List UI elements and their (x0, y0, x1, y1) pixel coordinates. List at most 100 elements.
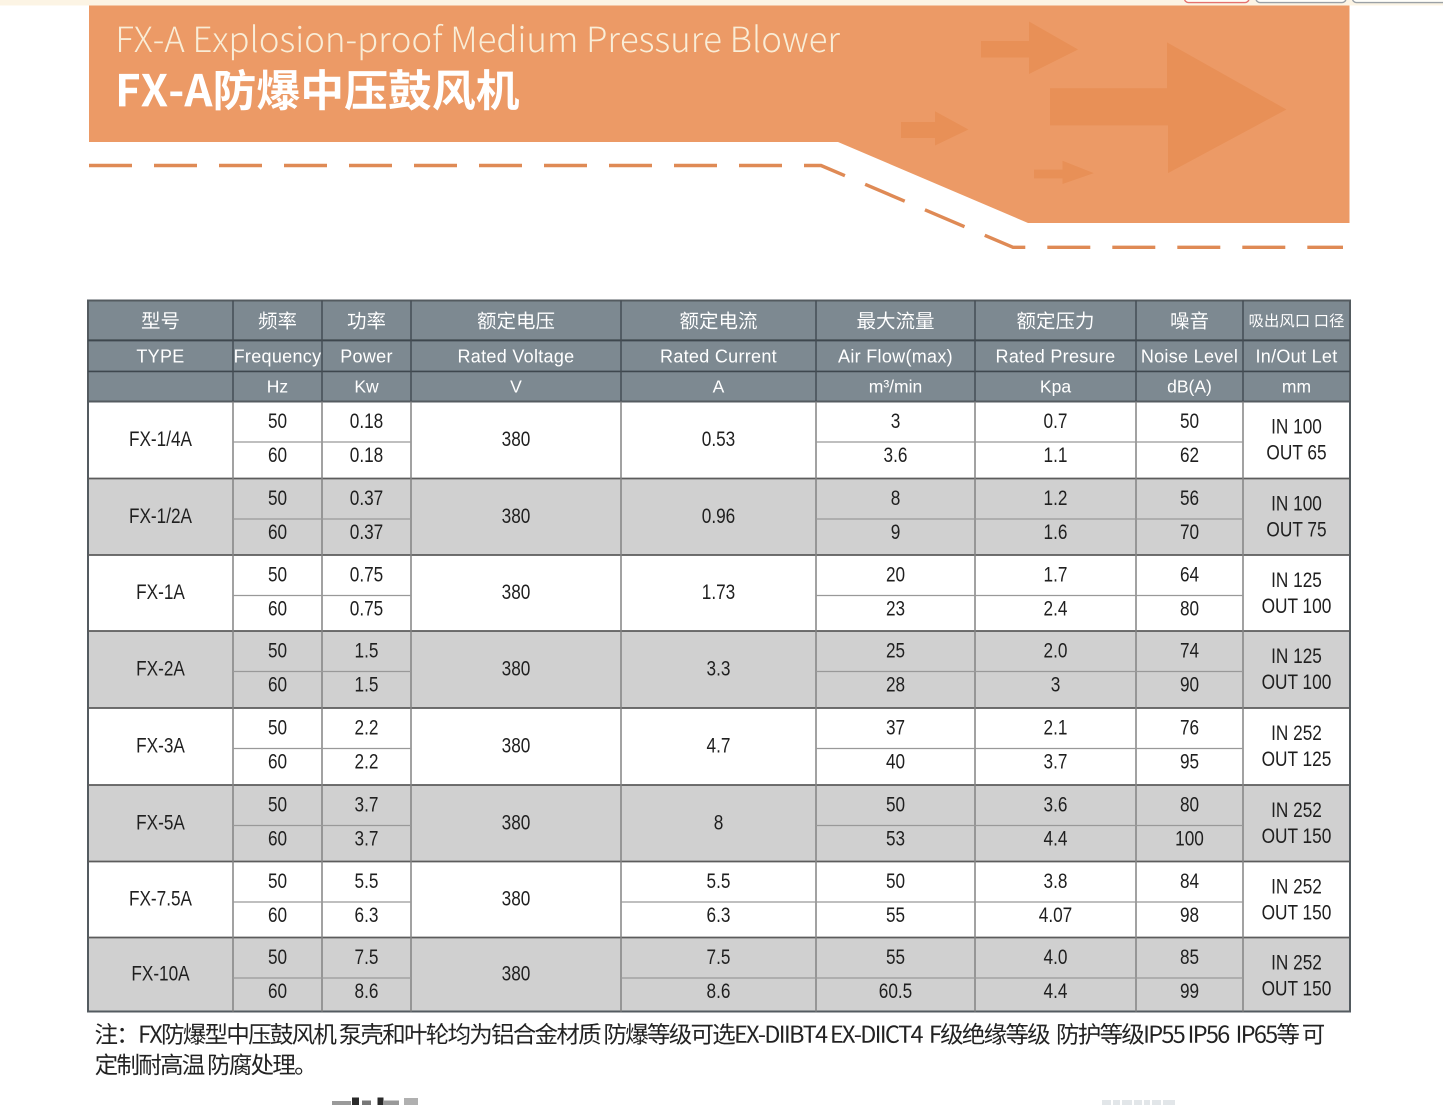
svg-text:3.7: 3.7 (355, 827, 379, 851)
svg-text:50: 50 (886, 793, 905, 817)
svg-text:70: 70 (1180, 520, 1199, 544)
svg-text:50: 50 (268, 793, 287, 817)
svg-text:3.3: 3.3 (707, 657, 731, 681)
svg-text:40: 40 (886, 750, 905, 774)
svg-text:62: 62 (1180, 443, 1199, 467)
svg-text:380: 380 (502, 427, 531, 451)
svg-text:OUT 150: OUT 150 (1262, 824, 1332, 848)
svg-text:0.7: 0.7 (1044, 409, 1068, 433)
svg-text:60: 60 (268, 597, 287, 621)
svg-text:1.1: 1.1 (1044, 443, 1068, 467)
svg-text:50: 50 (268, 869, 287, 893)
svg-text:53: 53 (886, 827, 905, 851)
svg-text:37: 37 (886, 716, 905, 740)
svg-text:6.3: 6.3 (355, 903, 379, 927)
svg-text:2.1: 2.1 (1044, 716, 1068, 740)
svg-text:380: 380 (502, 962, 531, 986)
svg-text:In/Out Let: In/Out Let (1255, 346, 1337, 366)
svg-text:76: 76 (1180, 716, 1199, 740)
svg-text:0.53: 0.53 (702, 427, 736, 451)
svg-text:8: 8 (714, 810, 724, 834)
svg-text:Frequency: Frequency (234, 346, 322, 366)
svg-text:3.8: 3.8 (1044, 869, 1068, 893)
svg-text:IN 252: IN 252 (1271, 798, 1322, 822)
svg-text:1.5: 1.5 (355, 673, 379, 697)
svg-text:Rated Voltage: Rated Voltage (458, 346, 575, 366)
svg-text:OUT 150: OUT 150 (1262, 900, 1332, 924)
svg-text:4.4: 4.4 (1044, 979, 1068, 1003)
svg-text:90: 90 (1180, 673, 1199, 697)
svg-text:IN 125: IN 125 (1271, 568, 1322, 592)
svg-text:OUT 75: OUT 75 (1266, 517, 1326, 541)
svg-text:FX-10A: FX-10A (131, 962, 190, 986)
svg-text:IN 100: IN 100 (1271, 414, 1322, 438)
svg-text:4.07: 4.07 (1039, 903, 1073, 927)
svg-text:OUT 125: OUT 125 (1262, 747, 1332, 771)
svg-text:80: 80 (1180, 793, 1199, 817)
svg-text:74: 74 (1180, 639, 1199, 663)
svg-text:TYPE: TYPE (136, 346, 184, 366)
svg-text:50: 50 (268, 486, 287, 510)
svg-text:0.37: 0.37 (350, 520, 384, 544)
svg-text:dB(A): dB(A) (1167, 377, 1212, 397)
svg-text:4.4: 4.4 (1044, 827, 1068, 851)
svg-text:0.18: 0.18 (350, 443, 384, 467)
svg-text:7.5: 7.5 (707, 945, 731, 969)
svg-text:6.3: 6.3 (707, 903, 731, 927)
svg-text:3.6: 3.6 (1044, 793, 1068, 817)
svg-text:50: 50 (268, 716, 287, 740)
svg-text:60: 60 (268, 750, 287, 774)
svg-text:60: 60 (268, 520, 287, 544)
svg-text:Kw: Kw (354, 377, 379, 397)
svg-text:1.7: 1.7 (1044, 563, 1068, 587)
svg-text:1.2: 1.2 (1044, 486, 1068, 510)
svg-text:2.2: 2.2 (355, 750, 379, 774)
svg-text:mm: mm (1282, 377, 1311, 397)
svg-text:FX-2A: FX-2A (136, 657, 185, 681)
svg-text:3: 3 (891, 409, 901, 433)
svg-text:Power: Power (340, 346, 393, 366)
svg-text:0.75: 0.75 (350, 563, 384, 587)
svg-text:0.75: 0.75 (350, 597, 384, 621)
svg-text:380: 380 (502, 734, 531, 758)
svg-text:V: V (510, 377, 522, 397)
svg-text:380: 380 (502, 887, 531, 911)
svg-text:80: 80 (1180, 597, 1199, 621)
svg-text:1.5: 1.5 (355, 639, 379, 663)
svg-text:FX-1A: FX-1A (136, 580, 185, 604)
svg-text:60: 60 (268, 903, 287, 927)
svg-text:50: 50 (268, 563, 287, 587)
svg-text:3.7: 3.7 (1044, 750, 1068, 774)
svg-text:60: 60 (268, 979, 287, 1003)
svg-text:Kpa: Kpa (1040, 377, 1071, 397)
svg-text:95: 95 (1180, 750, 1199, 774)
svg-text:0.96: 0.96 (702, 504, 736, 528)
svg-text:1.73: 1.73 (702, 580, 736, 604)
svg-text:100: 100 (1175, 827, 1204, 851)
svg-text:60.5: 60.5 (879, 979, 913, 1003)
svg-text:64: 64 (1180, 563, 1199, 587)
svg-text:IN 125: IN 125 (1271, 644, 1322, 668)
svg-text:Rated Current: Rated Current (660, 346, 777, 366)
svg-text:8.6: 8.6 (355, 979, 379, 1003)
svg-text:1.6: 1.6 (1044, 520, 1068, 544)
svg-text:380: 380 (502, 504, 531, 528)
svg-text:2.0: 2.0 (1044, 639, 1068, 663)
svg-text:60: 60 (268, 443, 287, 467)
svg-text:0.37: 0.37 (350, 486, 384, 510)
svg-text:380: 380 (502, 580, 531, 604)
svg-text:84: 84 (1180, 869, 1199, 893)
svg-text:50: 50 (268, 639, 287, 663)
svg-text:Air Flow(max): Air Flow(max) (838, 346, 953, 366)
svg-text:OUT 100: OUT 100 (1262, 670, 1332, 694)
svg-text:Rated Presure: Rated Presure (996, 346, 1116, 366)
svg-text:A: A (713, 377, 725, 397)
svg-text:3.6: 3.6 (884, 443, 908, 467)
svg-text:9: 9 (891, 520, 901, 544)
svg-text:FX-5A: FX-5A (136, 810, 185, 834)
svg-text:380: 380 (502, 657, 531, 681)
svg-text:8.6: 8.6 (707, 979, 731, 1003)
svg-text:20: 20 (886, 563, 905, 587)
svg-text:FX-3A: FX-3A (136, 734, 185, 758)
svg-text:28: 28 (886, 673, 905, 697)
